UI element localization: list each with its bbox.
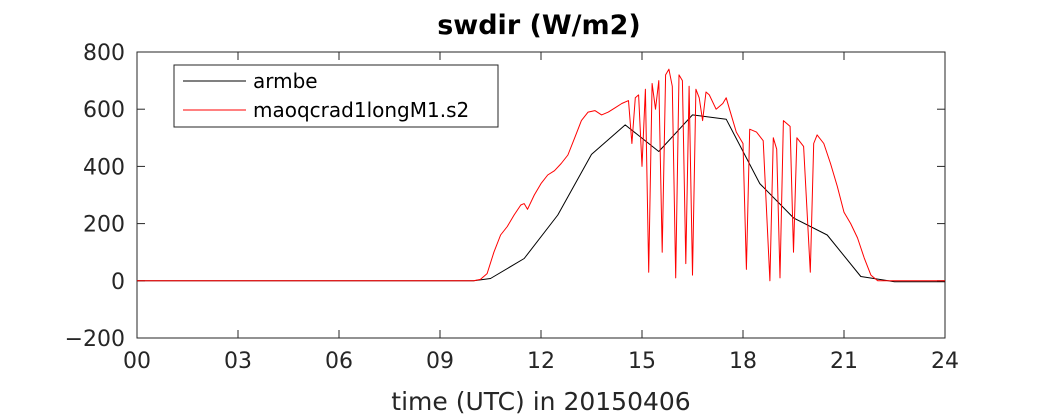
y-tick-label: 600: [83, 98, 125, 123]
x-tick-labels: 00 03 06 09 12 15 18 21 24: [123, 349, 959, 374]
chart-title: swdir (W/m2): [437, 10, 641, 41]
x-tick-label: 15: [628, 349, 656, 374]
series-line-maoqcrad1longM1-s2: [137, 68, 945, 282]
legend-box: [173, 64, 499, 128]
y-tick-labels: −200 0 200 400 600 800: [65, 41, 125, 352]
x-tick-label: 18: [729, 349, 757, 374]
x-tick-label: 06: [325, 349, 353, 374]
x-tick-label: 09: [426, 349, 454, 374]
x-tick-label: 24: [931, 349, 959, 374]
y-tick-label: 800: [83, 41, 125, 66]
y-tick-label: −200: [65, 327, 125, 352]
legend: armbe maoqcrad1longM1.s2: [173, 64, 499, 128]
x-tick-label: 12: [527, 349, 555, 374]
legend-label-maoqcrad1longM1-s2: maoqcrad1longM1.s2: [253, 98, 469, 122]
x-tick-label: 03: [224, 349, 252, 374]
y-tick-label: 200: [83, 213, 125, 238]
series-lines: [137, 68, 945, 283]
x-tick-label: 21: [830, 349, 858, 374]
x-tick-label: 00: [123, 349, 151, 374]
y-tick-label: 0: [111, 270, 125, 295]
y-tick-label: 400: [83, 155, 125, 180]
legend-label-armbe: armbe: [253, 69, 318, 93]
x-axis-label: time (UTC) in 20150406: [391, 387, 690, 416]
